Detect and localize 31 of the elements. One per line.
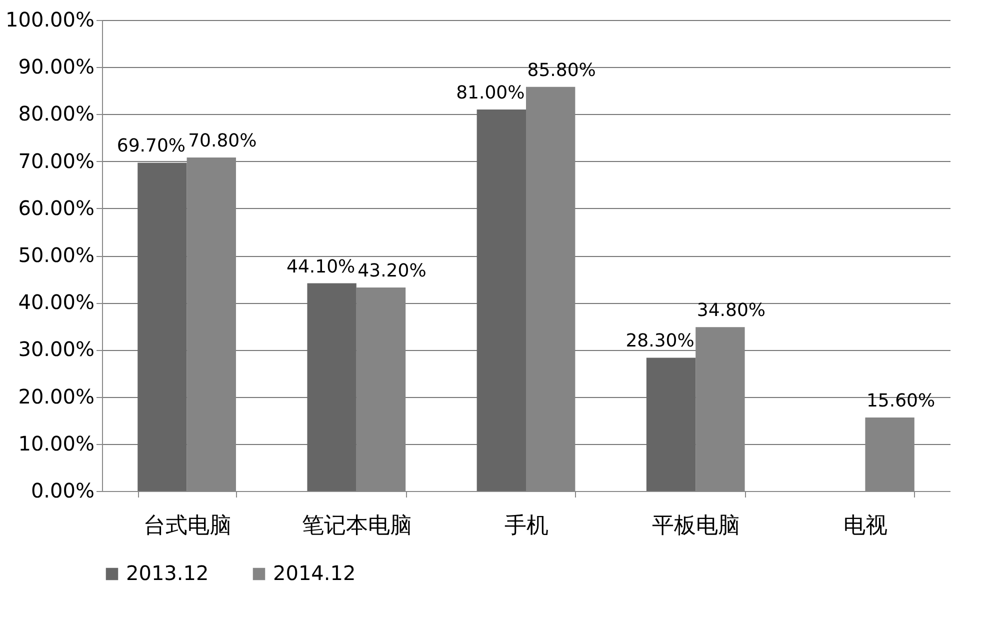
y-tick-label: 50.00% bbox=[18, 243, 94, 267]
y-tick-label: 30.00% bbox=[18, 337, 94, 362]
y-tick-label: 10.00% bbox=[18, 431, 94, 456]
x-tick-label: 平板电脑 bbox=[652, 514, 740, 538]
data-label: 44.10% bbox=[286, 256, 356, 278]
x-tick-label: 手机 bbox=[504, 514, 548, 538]
data-label: 70.80% bbox=[188, 130, 257, 152]
data-label: 85.80% bbox=[527, 60, 596, 81]
y-tick-label: 40.00% bbox=[18, 290, 94, 314]
data-label: 28.30% bbox=[626, 330, 694, 352]
y-tick-label: 0.00% bbox=[30, 478, 94, 502]
y-tick-label: 60.00% bbox=[18, 196, 94, 220]
data-label: 69.70% bbox=[116, 136, 186, 157]
data-label: 43.20% bbox=[358, 260, 426, 282]
data-label: 34.80% bbox=[696, 300, 766, 322]
y-tick-label: 20.00% bbox=[18, 384, 94, 408]
y-tick-label: 70.00% bbox=[18, 148, 94, 173]
legend-label: 2014.12 bbox=[273, 561, 356, 585]
bar bbox=[646, 358, 696, 491]
y-tick-label: 80.00% bbox=[18, 102, 94, 126]
y-tick-label: 90.00% bbox=[18, 54, 94, 79]
x-tick-label: 笔记本电脑 bbox=[302, 514, 412, 538]
x-tick-label: 电视 bbox=[844, 514, 888, 538]
data-label: 15.60% bbox=[866, 390, 936, 412]
legend-label: 2013.12 bbox=[126, 561, 209, 585]
x-tick-label: 台式电脑 bbox=[143, 514, 232, 538]
data-label: 81.00% bbox=[456, 82, 525, 104]
bar bbox=[476, 109, 526, 491]
bar bbox=[307, 283, 356, 491]
bar bbox=[138, 162, 187, 491]
y-tick-label: 100.00% bbox=[6, 8, 94, 32]
